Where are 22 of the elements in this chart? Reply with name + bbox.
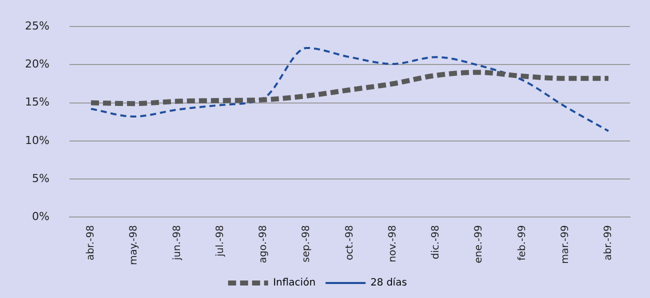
x-tick-label: sep.-98 [301,225,312,262]
y-tick-label: 25% [24,19,50,32]
x-tick-label: oct.-98 [344,225,356,260]
x-tick-label: abr.-98 [86,225,97,260]
line-series [90,46,610,132]
x-tick-label: jul.-98 [214,225,226,258]
y-tick-label: 20% [24,58,50,71]
x-tick-label: dic.-98 [430,225,442,260]
y-tick-label: 5% [32,172,50,185]
x-tick-label: feb.-99 [516,225,528,261]
x-tick-label: nov.-98 [387,225,398,262]
x-tick-label: abr.-99 [603,225,614,260]
legend-label: 28 días [370,278,407,289]
y-tick-label: 15% [24,96,50,109]
x-tick-label: may.-98 [128,225,140,265]
y-tick-label: 0% [32,210,50,223]
legend-label: Inflación [273,278,316,289]
x-tick-label: ago.-98 [258,225,270,264]
x-tick-label: ene.-99 [474,225,485,264]
y-tick-label: 10% [24,134,50,147]
x-tick-label: mar.-99 [560,225,571,264]
x-tick-label: jun.-98 [172,225,183,262]
